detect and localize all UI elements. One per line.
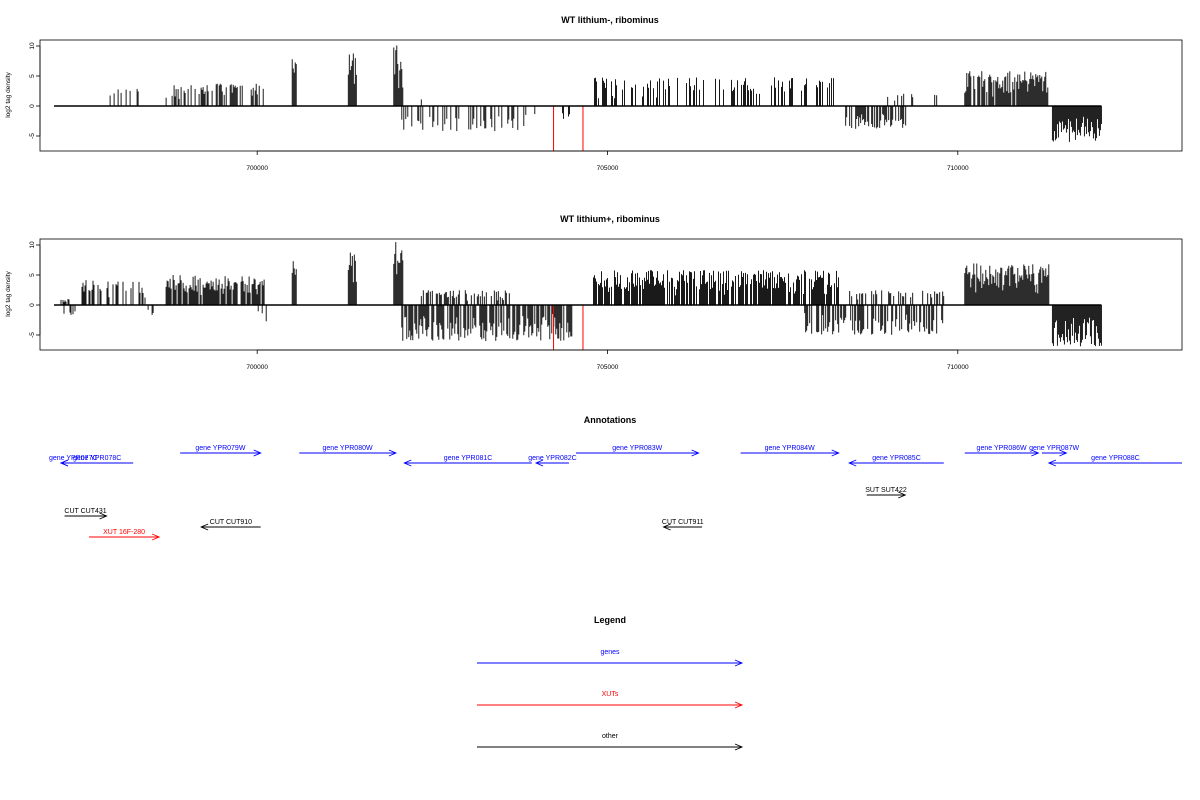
x-tick-label: 700000 bbox=[246, 364, 268, 371]
feature-label: gene YPR086W bbox=[977, 445, 1027, 452]
y-tick-label: 10 bbox=[29, 241, 36, 249]
y-axis-label: log2 tag density bbox=[5, 270, 12, 316]
track-panel-lithium-plus: WT lithium+, ribominus -5 0 5 10 700000 7050… bbox=[5, 214, 1183, 371]
feature-arrow-head bbox=[151, 533, 161, 541]
feature-arrow-head bbox=[199, 523, 209, 531]
red-bars bbox=[553, 305, 584, 350]
feature-gene-ypr081c: gene YPR081C bbox=[403, 455, 532, 467]
feature-gene-ypr082c: gene YPR082C bbox=[528, 455, 577, 467]
feature-label: gene YPR079W bbox=[195, 445, 245, 452]
track-panel-lithium-minus: WT lithium-, ribominus -5 0 5 10 700000 7050… bbox=[5, 15, 1183, 172]
feature-arrow-head bbox=[691, 449, 700, 457]
legend-title: Legend bbox=[594, 615, 626, 625]
feature-label: CUT CUT431 bbox=[64, 508, 106, 515]
positive-bars bbox=[60, 242, 1050, 305]
feature-arrow-head bbox=[253, 449, 262, 457]
feature-label: CUT CUT911 bbox=[662, 519, 704, 526]
legend-label: other bbox=[602, 733, 619, 740]
y-tick-label: 10 bbox=[29, 42, 36, 50]
feature-label: CUT CUT910 bbox=[210, 519, 252, 526]
feature-label: gene YPR085C bbox=[872, 455, 921, 462]
feature-gene-ypr086w: gene YPR086W bbox=[964, 445, 1040, 457]
legend: Legend genes XUTs other bbox=[477, 615, 744, 751]
x-tick-label: 710000 bbox=[947, 165, 969, 172]
positive-bars bbox=[109, 45, 1049, 106]
x-tick-label: 700000 bbox=[246, 165, 268, 172]
feature-gene-ypr078c: gene YPR078C bbox=[59, 455, 134, 467]
feature-label: gene YPR083W bbox=[612, 445, 662, 452]
feature-gene-ypr080w: gene YPR080W bbox=[299, 445, 398, 457]
feature-label: gene YPR088C bbox=[1091, 455, 1140, 462]
feature-gene-ypr088c: gene YPR088C bbox=[1047, 455, 1182, 467]
y-tick-label: 0 bbox=[29, 303, 36, 307]
feature-arrow-head bbox=[388, 449, 398, 457]
legend-items: genes XUTs other bbox=[477, 649, 744, 751]
red-bars bbox=[553, 106, 584, 151]
feature-cut-cut911: CUT CUT911 bbox=[662, 519, 704, 531]
y-tick-label: 5 bbox=[29, 273, 36, 277]
feature-arrow-head bbox=[59, 459, 69, 467]
feature-arrow-head bbox=[1059, 449, 1068, 457]
y-tick-label: -5 bbox=[29, 133, 36, 139]
feature-arrow-head bbox=[403, 459, 412, 467]
feature-label: gene YPR084W bbox=[765, 445, 815, 452]
feature-arrow-head bbox=[898, 491, 907, 499]
legend-arrow-head bbox=[734, 659, 744, 667]
y-axis: -5 0 5 10 bbox=[29, 241, 41, 338]
feature-arrow-head bbox=[831, 449, 840, 457]
y-axis-label: log2 tag density bbox=[5, 71, 12, 117]
feature-cut-cut910: CUT CUT910 bbox=[199, 519, 261, 531]
legend-item-xuts: XUTs bbox=[477, 691, 744, 709]
feature-label: gene YPR078C bbox=[73, 455, 122, 462]
feature-arrow-head bbox=[534, 459, 544, 467]
legend-arrow-head bbox=[734, 743, 744, 751]
negative-bars bbox=[401, 106, 1102, 142]
feature-arrow-head bbox=[99, 512, 108, 520]
feature-arrow-head bbox=[662, 523, 671, 531]
legend-item-other: other bbox=[477, 733, 744, 751]
legend-item-genes: genes bbox=[477, 649, 744, 667]
feature-gene-ypr083w: gene YPR083W bbox=[575, 445, 700, 457]
feature-label: XUT 16F-280 bbox=[103, 529, 145, 536]
feature-cut-cut431: CUT CUT431 bbox=[64, 508, 108, 520]
feature-label: gene YPR077C bbox=[49, 455, 98, 462]
x-tick-label: 710000 bbox=[947, 364, 969, 371]
feature-label: gene YPR081C bbox=[444, 455, 493, 462]
feature-label: SUT SUT422 bbox=[865, 487, 907, 494]
legend-label: genes bbox=[600, 649, 620, 656]
y-tick-label: 0 bbox=[29, 104, 36, 108]
x-tick-label: 705000 bbox=[597, 364, 619, 371]
y-axis: -5 0 5 10 bbox=[29, 42, 41, 139]
feature-gene-ypr085c: gene YPR085C bbox=[848, 455, 944, 467]
panel-title: WT lithium-, ribominus bbox=[561, 15, 659, 25]
panel-title: WT lithium+, ribominus bbox=[560, 214, 660, 224]
feature-label: gene YPR087W bbox=[1029, 445, 1079, 452]
feature-label: gene YPR080W bbox=[323, 445, 373, 452]
feature-gene-ypr087w: gene YPR087W bbox=[1029, 445, 1080, 457]
feature-arrow-head bbox=[1047, 459, 1057, 467]
feature-gene-ypr084w: gene YPR084W bbox=[740, 445, 840, 457]
y-tick-label: 5 bbox=[29, 74, 36, 78]
y-tick-label: -5 bbox=[29, 332, 36, 338]
feature-arrow-head bbox=[1031, 449, 1040, 457]
annotations-title: Annotations bbox=[584, 415, 637, 425]
negative-bars bbox=[63, 305, 1102, 347]
x-tick-label: 705000 bbox=[597, 165, 619, 172]
x-axis: 700000 705000 710000 bbox=[246, 150, 969, 172]
x-axis: 700000 705000 710000 bbox=[246, 349, 969, 371]
feature-label: gene YPR082C bbox=[528, 455, 577, 462]
feature-arrow-head bbox=[848, 459, 857, 467]
legend-arrow-head bbox=[734, 701, 744, 709]
legend-label: XUTs bbox=[602, 691, 619, 698]
feature-gene-ypr079w: gene YPR079W bbox=[180, 445, 262, 457]
feature-sut-sut422: SUT SUT422 bbox=[865, 487, 907, 499]
feature-xut-16f-280: XUT 16F-280 bbox=[89, 529, 161, 541]
